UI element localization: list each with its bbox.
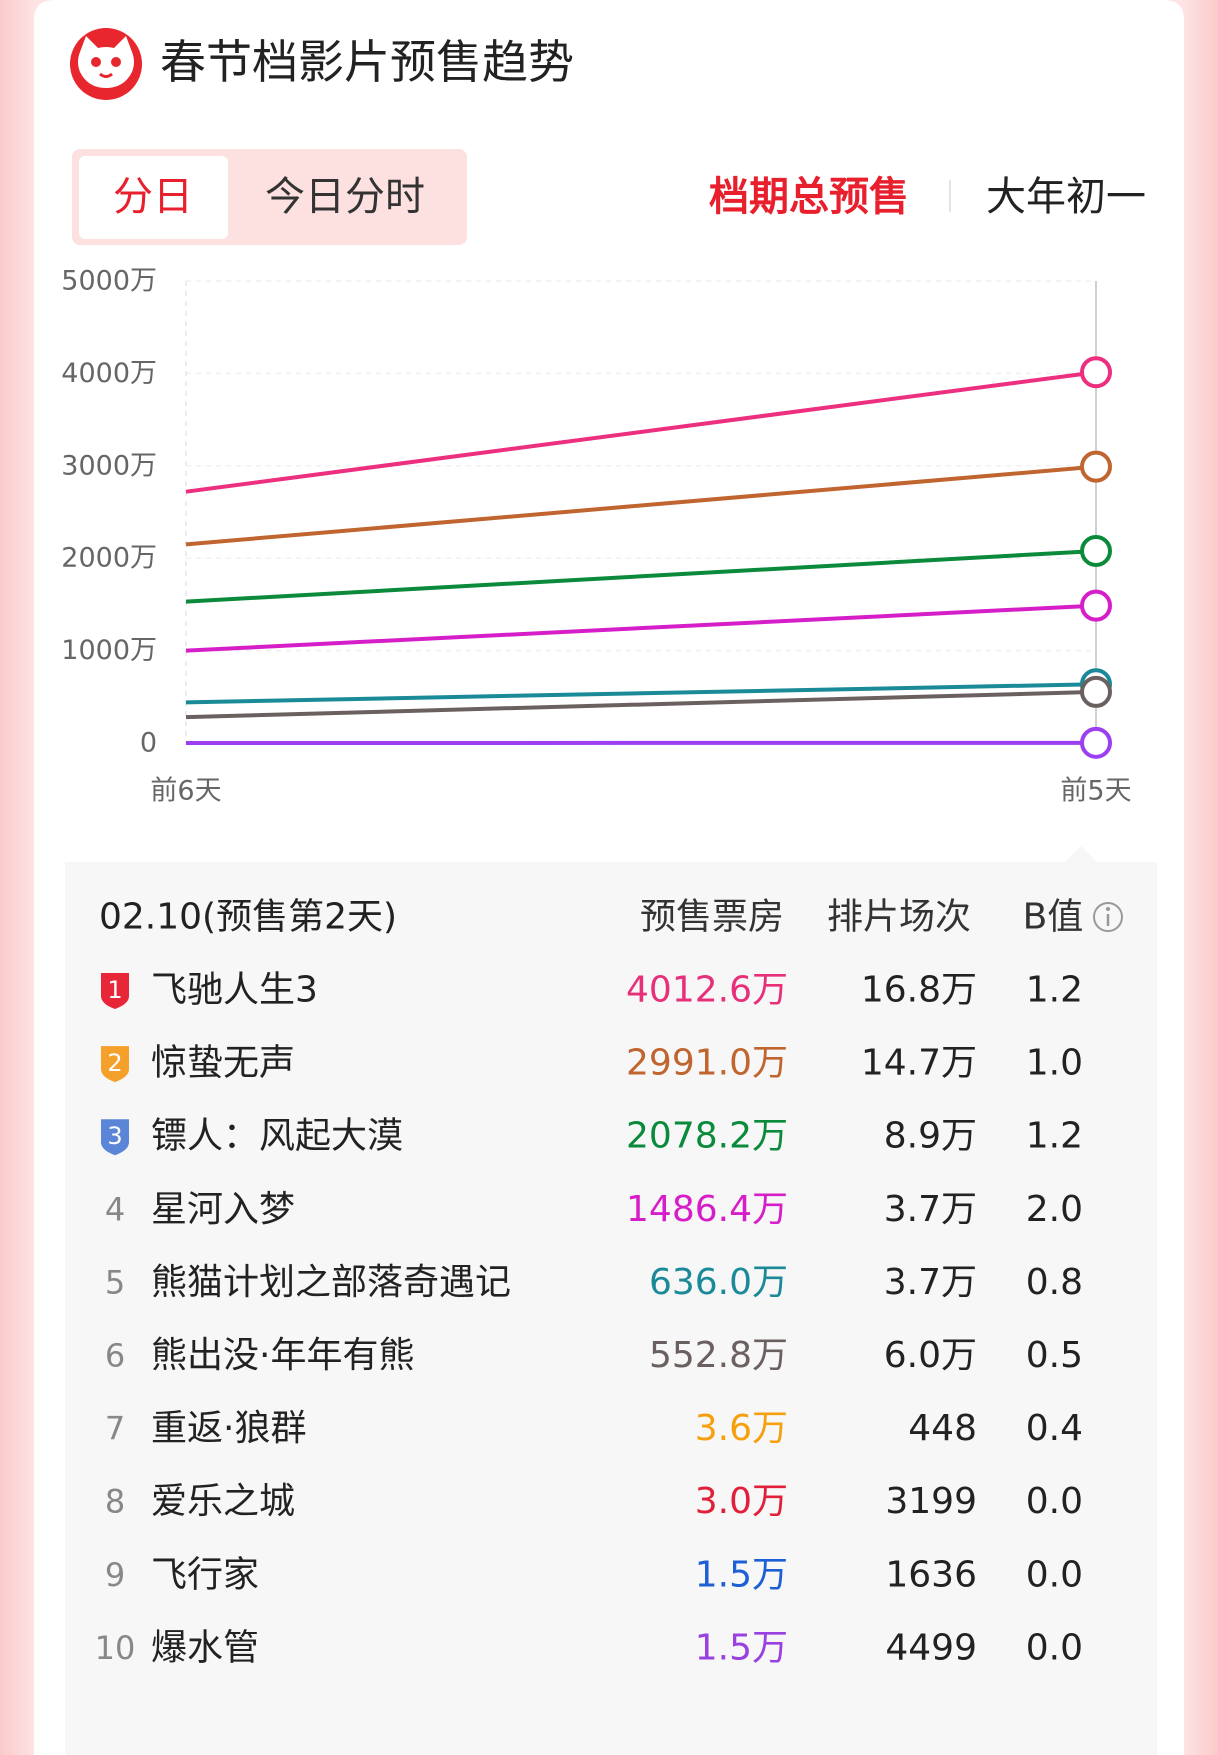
tab-selected	[79, 156, 228, 239]
rank: 1	[107, 976, 122, 1004]
sessions: 448	[908, 1408, 977, 1449]
tab[interactable]: 分日	[113, 174, 193, 220]
rank: 2	[107, 1049, 122, 1077]
sessions: 6.0万	[884, 1335, 977, 1376]
rank-badge	[101, 1046, 129, 1083]
movie-name: 飞驰人生3	[151, 970, 318, 1011]
sessions: 3.7万	[884, 1262, 977, 1303]
b-value: 1.0	[1026, 1043, 1083, 1084]
point	[1080, 675, 1112, 708]
box-office: 1.5万	[695, 1554, 788, 1595]
y-tick-label: 0	[140, 728, 157, 759]
point	[1080, 534, 1112, 567]
line	[185, 603, 1097, 653]
box-office: 636.0万	[649, 1262, 788, 1303]
sessions: 16.8万	[861, 970, 977, 1011]
b-value: 0.8	[1026, 1262, 1083, 1303]
rank: 10	[95, 1629, 136, 1667]
rank: 8	[105, 1483, 125, 1521]
b-value: 1.2	[1026, 1116, 1083, 1157]
point	[1080, 356, 1112, 389]
point	[1080, 589, 1112, 622]
column-header: 排片场次	[827, 897, 971, 938]
movie-name: 惊蛰无声	[151, 1043, 295, 1084]
rank: 9	[105, 1556, 125, 1594]
box-office: 1.5万	[695, 1627, 788, 1668]
table-panel	[65, 862, 1157, 1755]
y-tick-label: 5000万	[61, 266, 157, 297]
line	[185, 370, 1097, 494]
filter[interactable]: 档期总预售	[709, 174, 909, 220]
column-header: B值	[1023, 897, 1084, 938]
y-tick-label: 4000万	[61, 358, 157, 389]
box-office: 1486.4万	[626, 1189, 788, 1230]
pointer	[1065, 846, 1097, 862]
filter[interactable]: 大年初一	[986, 174, 1146, 220]
b-value: 0.4	[1026, 1408, 1083, 1449]
box-office: 2991.0万	[626, 1043, 788, 1084]
sessions: 3.7万	[884, 1189, 977, 1230]
movie-name: 熊出没·年年有熊	[151, 1335, 414, 1376]
b-value: 0.0	[1026, 1627, 1083, 1668]
rank-badge	[101, 973, 129, 1009]
box-office: 3.6万	[695, 1408, 788, 1449]
rank: 7	[105, 1410, 125, 1448]
y-tick-label: 3000万	[61, 450, 157, 481]
b-value: 0.5	[1026, 1335, 1083, 1376]
column-header: 预售票房	[640, 897, 784, 938]
line	[185, 464, 1097, 547]
rank: 6	[105, 1337, 125, 1375]
movie-name: 熊猫计划之部落奇遇记	[151, 1262, 511, 1303]
b-value: 0.0	[1026, 1481, 1083, 1522]
line	[185, 689, 1097, 720]
line	[185, 682, 1097, 705]
x-tick-label: 前5天	[1060, 776, 1131, 807]
movie-name: 重返·狼群	[151, 1408, 306, 1449]
page-title: 春节档影片预售趋势	[160, 35, 574, 89]
rank: 5	[105, 1263, 125, 1301]
b-value: 0.0	[1026, 1554, 1083, 1595]
movie-name: 爱乐之城	[151, 1481, 295, 1522]
box-office: 3.0万	[695, 1481, 788, 1522]
point	[1080, 726, 1112, 759]
rank: 4	[105, 1190, 125, 1228]
line	[185, 548, 1097, 604]
logo	[70, 28, 142, 100]
point	[1080, 450, 1112, 483]
x-tick-label: 前6天	[150, 776, 221, 807]
tab[interactable]: 今日分时	[265, 174, 425, 220]
movie-name: 飞行家	[151, 1554, 259, 1595]
sessions: 14.7万	[861, 1043, 977, 1084]
sessions: 1636	[885, 1554, 977, 1595]
table-date: 02.10(预售第2天)	[99, 897, 397, 938]
y-tick-label: 1000万	[61, 635, 157, 666]
y-tick-label: 2000万	[61, 543, 157, 574]
b-value: 2.0	[1026, 1189, 1083, 1230]
movie-name: 镖人：风起大漠	[151, 1116, 403, 1157]
movie-name: 爆水管	[151, 1627, 259, 1668]
info-icon[interactable]	[1093, 902, 1123, 932]
sessions: 3199	[885, 1481, 977, 1522]
box-office: 552.8万	[649, 1335, 788, 1376]
box-office: 2078.2万	[626, 1116, 788, 1157]
sessions: 4499	[885, 1627, 977, 1668]
b-value: 1.2	[1026, 970, 1083, 1011]
sessions: 8.9万	[884, 1116, 977, 1157]
rank: 3	[107, 1122, 122, 1150]
rank-badge	[101, 1119, 129, 1156]
movie-name: 星河入梦	[151, 1189, 295, 1230]
box-office: 4012.6万	[626, 970, 788, 1011]
